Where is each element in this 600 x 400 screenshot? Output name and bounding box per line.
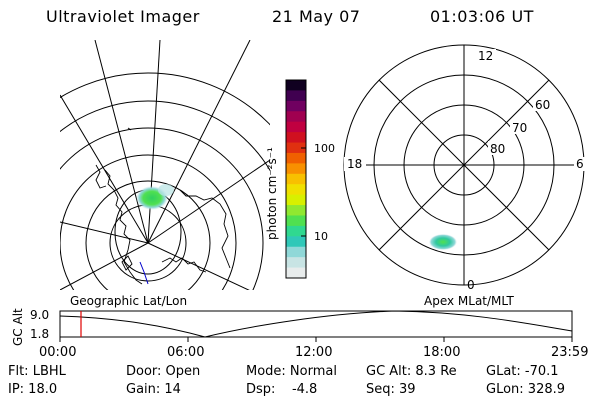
colorbar-unit-label: photon cm⁻²s⁻¹ [265,147,279,240]
altitude-plot-frame [60,311,572,337]
door-info: Door: Open [126,365,200,378]
mode-info: Mode: Normal [246,365,337,378]
colorbar-segment [286,111,306,122]
glon-info: GLon: 328.9 [486,383,565,396]
colorbar [286,80,306,279]
ip-info: IP: 18.0 [8,383,57,396]
colorbar-tick-10: 10 [314,230,328,243]
x-tick-0600: 06:00 [167,346,204,359]
altitude-curve [60,311,572,337]
altitude-y-title: GC Alt [11,308,25,346]
filter-info: Flt: LBHL [8,365,66,378]
x-tick-2359: 23:59 [551,346,588,359]
mlat-label-60: 60 [535,98,550,112]
colorbar-segment [286,215,306,226]
altitude-plot [60,311,572,342]
mlt-label-6: 6 [576,157,584,171]
colorbar-segment [286,122,306,133]
colorbar-segment [286,226,306,237]
gain-info: Gain: 14 [126,383,181,396]
colorbar-segment [286,163,306,174]
glat-info: GLat: -70.1 [486,365,559,378]
colorbar-segment [286,80,306,91]
colorbar-segment [286,101,306,112]
apex-label: Apex MLat/MLT [424,295,514,307]
colorbar-segment [286,236,306,247]
x-tick-1800: 18:00 [423,346,460,359]
mlt-label-18: 18 [347,157,362,171]
mlat-label-70: 70 [512,121,527,135]
mlt-label-0: 0 [467,278,475,292]
dsp-info: Dsp: -4.8 [246,383,317,396]
altitude-y-min: 1.8 [30,328,49,340]
colorbar-segment [286,174,306,185]
mlat-mlt-polar [344,45,584,285]
x-tick-0000: 00:00 [39,346,76,359]
seq-info: Seq: 39 [366,383,416,396]
mlt-label-12: 12 [478,49,493,63]
colorbar-segment [286,184,306,195]
colorbar-segment [286,90,306,101]
colorbar-segment [286,153,306,164]
colorbar-segment [286,205,306,216]
x-tick-1200: 12:00 [295,346,332,359]
auroral-emission-right [429,234,457,250]
colorbar-segment [286,257,306,268]
colorbar-segment [286,132,306,143]
x-axis-ticks [60,337,572,342]
geographic-label: Geographic Lat/Lon [70,295,187,307]
colorbar-segment [286,195,306,206]
mlat-label-80: 80 [490,142,505,156]
altitude-y-max: 9.0 [30,309,49,321]
colorbar-segment [286,268,306,279]
gc-alt-info: GC Alt: 8.3 Re [366,365,457,378]
colorbar-tick-100: 100 [314,142,335,155]
auroral-emission-left-faint [158,184,174,196]
colorbar-segment [286,247,306,258]
